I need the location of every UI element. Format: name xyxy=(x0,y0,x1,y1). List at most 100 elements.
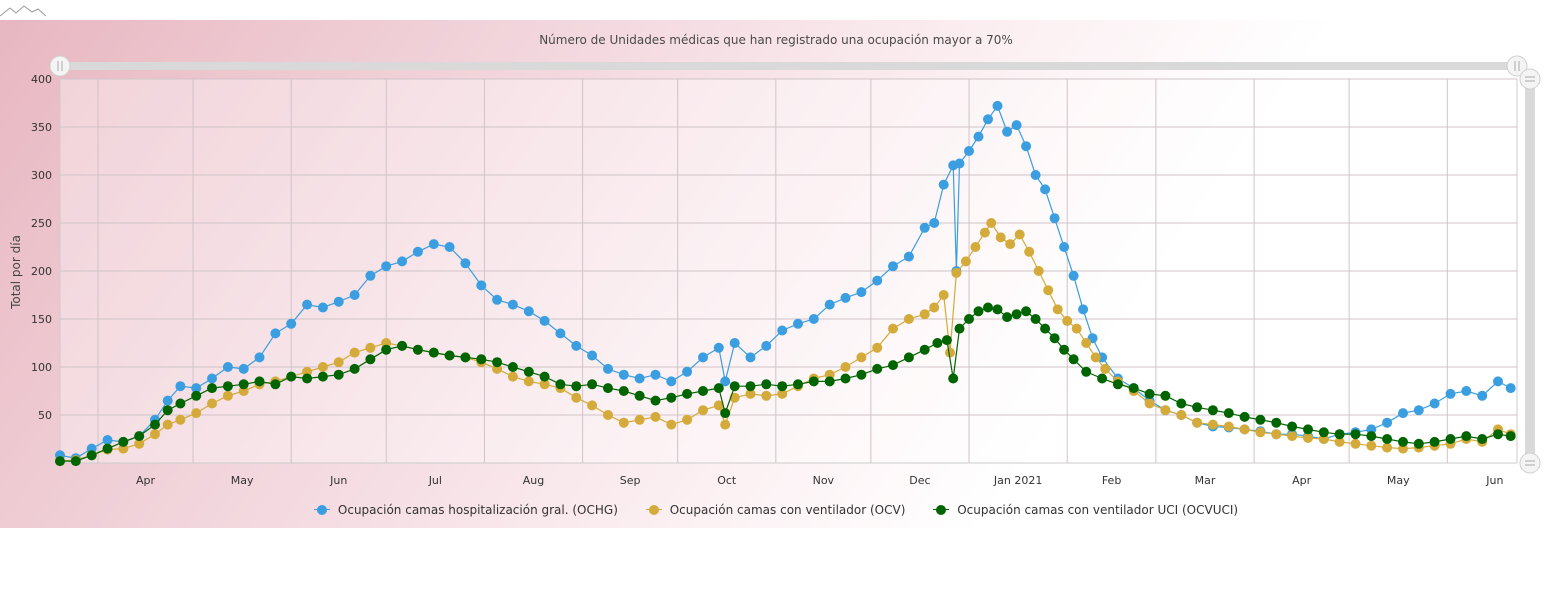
data-point[interactable] xyxy=(1021,141,1032,152)
data-point[interactable] xyxy=(381,261,392,272)
data-point[interactable] xyxy=(523,376,534,387)
data-point[interactable] xyxy=(1493,376,1503,387)
data-point[interactable] xyxy=(729,338,740,348)
data-point[interactable] xyxy=(476,354,487,365)
data-point[interactable] xyxy=(1223,408,1234,419)
data-point[interactable] xyxy=(1239,424,1250,435)
data-point[interactable] xyxy=(1014,229,1025,240)
data-point[interactable] xyxy=(1059,344,1070,355)
data-point[interactable] xyxy=(175,398,186,409)
data-point[interactable] xyxy=(587,379,598,390)
data-point[interactable] xyxy=(397,256,408,267)
data-point[interactable] xyxy=(1052,304,1063,315)
data-point[interactable] xyxy=(929,218,940,228)
data-point[interactable] xyxy=(720,419,731,430)
data-point[interactable] xyxy=(986,218,997,228)
data-point[interactable] xyxy=(1144,398,1155,409)
data-point[interactable] xyxy=(872,363,883,374)
data-point[interactable] xyxy=(571,340,582,351)
data-point[interactable] xyxy=(960,256,971,267)
data-point[interactable] xyxy=(979,227,990,238)
data-point[interactable] xyxy=(1255,427,1266,438)
data-point[interactable] xyxy=(118,436,129,447)
data-point[interactable] xyxy=(729,392,740,403)
data-point[interactable] xyxy=(270,328,281,339)
data-point[interactable] xyxy=(929,302,940,313)
data-point[interactable] xyxy=(1030,170,1041,180)
data-point[interactable] xyxy=(1002,126,1013,137)
data-point[interactable] xyxy=(948,373,959,384)
data-point[interactable] xyxy=(938,179,949,190)
data-point[interactable] xyxy=(1024,246,1035,257)
data-point[interactable] xyxy=(492,294,503,305)
data-point[interactable] xyxy=(1334,429,1345,440)
data-point[interactable] xyxy=(1040,184,1051,195)
data-point[interactable] xyxy=(1350,438,1361,449)
data-point[interactable] xyxy=(397,340,408,351)
data-point[interactable] xyxy=(222,362,233,372)
data-point[interactable] xyxy=(162,395,173,406)
data-point[interactable] xyxy=(333,296,344,307)
data-point[interactable] xyxy=(191,408,202,419)
data-point[interactable] xyxy=(175,381,186,392)
data-point[interactable] xyxy=(973,306,984,317)
data-point[interactable] xyxy=(1493,429,1503,440)
data-point[interactable] xyxy=(1461,431,1472,442)
data-point[interactable] xyxy=(983,302,993,313)
data-point[interactable] xyxy=(507,362,518,372)
data-point[interactable] xyxy=(634,373,645,384)
data-point[interactable] xyxy=(302,299,313,310)
vertical-slider-handle-bottom[interactable] xyxy=(1519,452,1541,474)
data-point[interactable] xyxy=(618,369,629,380)
data-point[interactable] xyxy=(903,314,914,324)
data-point[interactable] xyxy=(162,405,173,416)
data-point[interactable] xyxy=(1192,402,1203,413)
data-point[interactable] xyxy=(302,373,313,384)
data-point[interactable] xyxy=(932,338,943,348)
data-point[interactable] xyxy=(571,381,582,392)
data-point[interactable] xyxy=(650,369,661,380)
data-point[interactable] xyxy=(476,280,487,291)
data-point[interactable] xyxy=(222,381,233,392)
data-point[interactable] xyxy=(1081,338,1092,348)
data-point[interactable] xyxy=(1144,388,1155,399)
data-point[interactable] xyxy=(945,347,955,358)
data-point[interactable] xyxy=(1062,315,1073,326)
data-point[interactable] xyxy=(983,114,993,125)
data-point[interactable] xyxy=(1477,434,1488,444)
data-point[interactable] xyxy=(951,267,962,278)
data-point[interactable] xyxy=(1223,421,1234,432)
data-point[interactable] xyxy=(507,299,518,310)
data-point[interactable] xyxy=(412,246,423,257)
data-point[interactable] xyxy=(1303,424,1313,435)
data-point[interactable] xyxy=(460,352,471,363)
legend-item-ochg[interactable]: Ocupación camas hospitalización gral. (O… xyxy=(313,503,618,517)
data-point[interactable] xyxy=(1078,304,1089,315)
data-point[interactable] xyxy=(222,390,233,401)
data-point[interactable] xyxy=(150,419,160,430)
data-point[interactable] xyxy=(1128,383,1139,394)
data-point[interactable] xyxy=(539,315,550,326)
data-point[interactable] xyxy=(1030,314,1041,324)
data-point[interactable] xyxy=(1176,410,1187,420)
data-point[interactable] xyxy=(507,371,518,382)
data-point[interactable] xyxy=(1255,414,1266,425)
data-point[interactable] xyxy=(207,383,217,394)
data-point[interactable] xyxy=(1005,239,1016,250)
data-point[interactable] xyxy=(1097,373,1108,384)
data-point[interactable] xyxy=(523,306,534,317)
data-point[interactable] xyxy=(1318,427,1329,438)
data-point[interactable] xyxy=(992,100,1003,111)
data-point[interactable] xyxy=(856,352,867,363)
data-point[interactable] xyxy=(650,411,661,422)
data-point[interactable] xyxy=(1207,419,1218,430)
data-point[interactable] xyxy=(1287,431,1298,442)
data-point[interactable] xyxy=(428,239,439,250)
data-point[interactable] xyxy=(587,350,598,361)
data-point[interactable] xyxy=(1160,390,1171,401)
data-point[interactable] xyxy=(365,354,376,365)
data-point[interactable] xyxy=(1112,379,1123,390)
data-point[interactable] xyxy=(539,371,550,382)
data-point[interactable] xyxy=(1021,306,1032,317)
data-point[interactable] xyxy=(1040,323,1051,334)
